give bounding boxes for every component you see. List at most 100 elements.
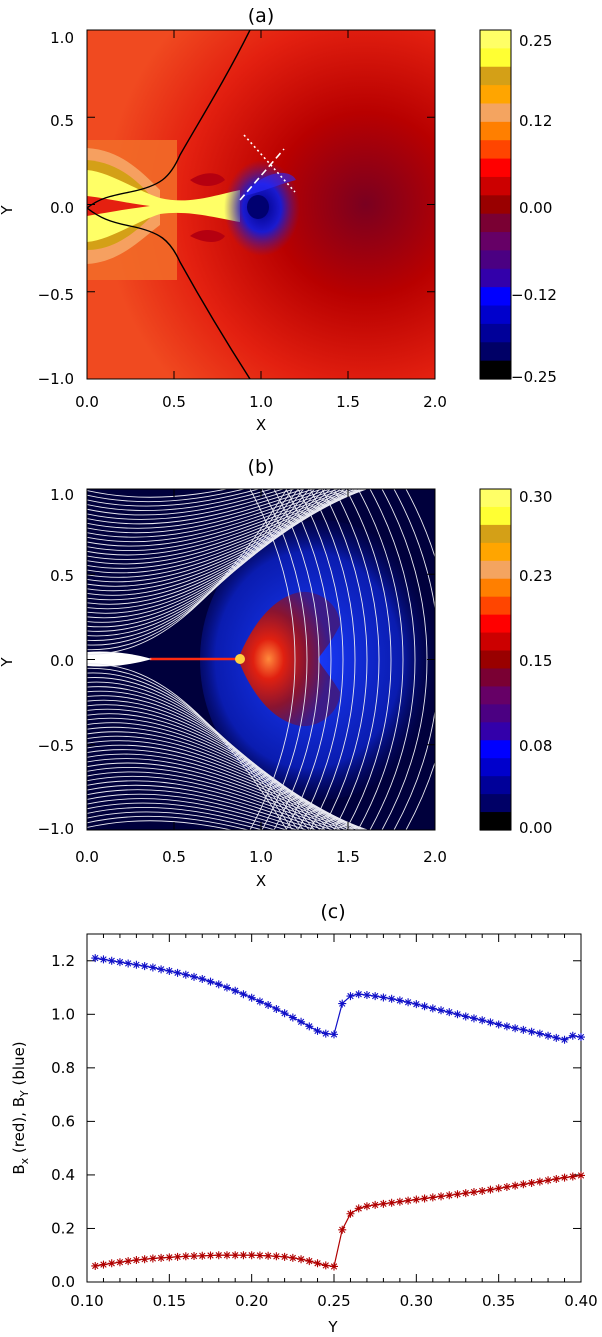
data-point-1-58 <box>568 1172 577 1181</box>
panel-a-colorbar <box>480 30 511 380</box>
field-line <box>405 489 435 830</box>
panel-c-frame <box>86 933 582 1283</box>
field-line <box>369 489 416 830</box>
panel-b: (b) 1.0 0.5 0.0 −0.5 −1.0 0.0 0.5 1.0 1.… <box>0 456 552 890</box>
data-point-1-26 <box>305 1257 314 1266</box>
panel-c-title: (c) <box>320 901 345 923</box>
data-point-1-19 <box>247 1251 256 1260</box>
data-point-1-46 <box>469 1188 478 1197</box>
panel-b-cbar-tick-3: 0.08 <box>519 737 552 755</box>
colorbar-swatch <box>480 48 511 68</box>
colorbar-swatch <box>480 103 511 123</box>
data-point-1-14 <box>206 1251 215 1260</box>
field-line <box>87 489 324 534</box>
y-tick-label: 1.0 <box>51 1005 75 1023</box>
colorbar-swatch <box>480 758 511 777</box>
x-tick-label: 0.10 <box>70 1292 103 1310</box>
data-point-0-10 <box>173 968 182 977</box>
colorbar-swatch <box>480 305 511 325</box>
data-point-1-53 <box>527 1178 536 1187</box>
panel-a-ytick-0: 1.0 <box>50 29 74 47</box>
data-point-1-55 <box>544 1176 553 1185</box>
data-point-1-27 <box>313 1259 322 1268</box>
data-point-0-24 <box>288 1013 297 1022</box>
data-point-0-11 <box>181 970 190 979</box>
colorbar-swatch <box>480 195 511 215</box>
data-point-0-50 <box>502 1022 511 1031</box>
data-point-1-25 <box>297 1255 306 1264</box>
panel-b-xtick-2: 1.0 <box>249 848 273 866</box>
colorbar-swatch <box>480 66 511 86</box>
panel-a-separatrix-upper <box>87 30 251 209</box>
data-point-0-25 <box>297 1017 306 1026</box>
data-point-1-24 <box>288 1253 297 1262</box>
panel-a-cbar-tick-3: −0.12 <box>511 286 557 304</box>
colorbar-swatch <box>480 176 511 196</box>
data-point-1-16 <box>222 1251 231 1260</box>
colorbar-swatch <box>480 158 511 178</box>
data-point-1-35 <box>379 1199 388 1208</box>
panel-b-colorbar-frame <box>479 488 512 831</box>
colorbar-swatch <box>480 232 511 252</box>
data-point-0-31 <box>346 992 355 1001</box>
data-point-1-38 <box>404 1196 413 1205</box>
y-tick-label: 0.2 <box>51 1219 75 1237</box>
panel-a: (a) 1.0 0.5 0.0 −0.5 <box>0 5 557 434</box>
data-point-1-3 <box>115 1258 124 1267</box>
field-line <box>87 780 335 830</box>
panel-a-ytick-3: −0.5 <box>38 286 74 304</box>
data-point-1-39 <box>412 1195 421 1204</box>
data-point-0-43 <box>445 1008 454 1017</box>
panel-b-xtick-3: 1.5 <box>336 848 360 866</box>
data-point-1-40 <box>420 1194 429 1203</box>
field-line <box>87 771 350 830</box>
colorbar-swatch <box>480 213 511 233</box>
colorbar-swatch <box>480 578 511 598</box>
panel-c-plot: 0.10 0.15 0.20 0.25 0.30 0.35 0.40 0.0 0.2 0.4 0.6… <box>51 934 598 1310</box>
data-point-0-26 <box>305 1022 314 1031</box>
data-point-0-20 <box>255 997 264 1006</box>
field-line <box>87 663 288 830</box>
panel-b-xtick-4: 2.0 <box>423 848 447 866</box>
data-point-1-17 <box>231 1251 240 1260</box>
panel-b-cbar-tick-0: 0.30 <box>519 488 552 506</box>
field-line <box>87 489 354 552</box>
colorbar-swatch <box>480 812 511 831</box>
field-line <box>87 489 286 516</box>
data-point-0-54 <box>535 1029 544 1038</box>
field-line <box>87 489 348 547</box>
data-point-0-2 <box>107 956 116 965</box>
data-point-1-45 <box>461 1189 470 1198</box>
data-point-0-19 <box>247 993 256 1002</box>
panel-a-xtick-4: 2.0 <box>423 393 447 411</box>
panel-b-colorbar <box>480 489 511 831</box>
field-line <box>87 489 341 543</box>
colorbar-swatch <box>480 740 511 759</box>
field-line <box>87 489 261 507</box>
panel-b-ytick-3: −0.5 <box>38 737 74 755</box>
field-line <box>87 758 366 830</box>
data-point-0-8 <box>157 965 166 974</box>
series-line-1 <box>95 1174 582 1268</box>
field-line <box>87 806 277 830</box>
data-point-1-2 <box>107 1259 116 1268</box>
panel-a-separatrix-lower <box>87 207 251 379</box>
field-line <box>87 762 361 830</box>
field-line <box>87 802 289 830</box>
panel-b-cbar-tick-1: 0.23 <box>519 567 552 585</box>
field-line <box>321 489 368 830</box>
data-point-1-49 <box>494 1184 503 1193</box>
data-point-1-8 <box>157 1253 166 1262</box>
field-line <box>87 489 315 529</box>
data-point-0-29 <box>330 1030 338 1039</box>
y-tick-label: 0.0 <box>51 1273 75 1291</box>
data-point-0-9 <box>165 966 174 975</box>
data-point-1-28 <box>321 1261 330 1270</box>
panel-b-heatmap <box>87 489 435 830</box>
field-line <box>87 690 321 830</box>
colorbar-swatch <box>480 506 511 526</box>
panel-a-title: (a) <box>248 5 274 27</box>
data-point-0-22 <box>272 1004 281 1013</box>
data-point-1-34 <box>371 1200 380 1209</box>
colorbar-swatch <box>480 121 511 141</box>
